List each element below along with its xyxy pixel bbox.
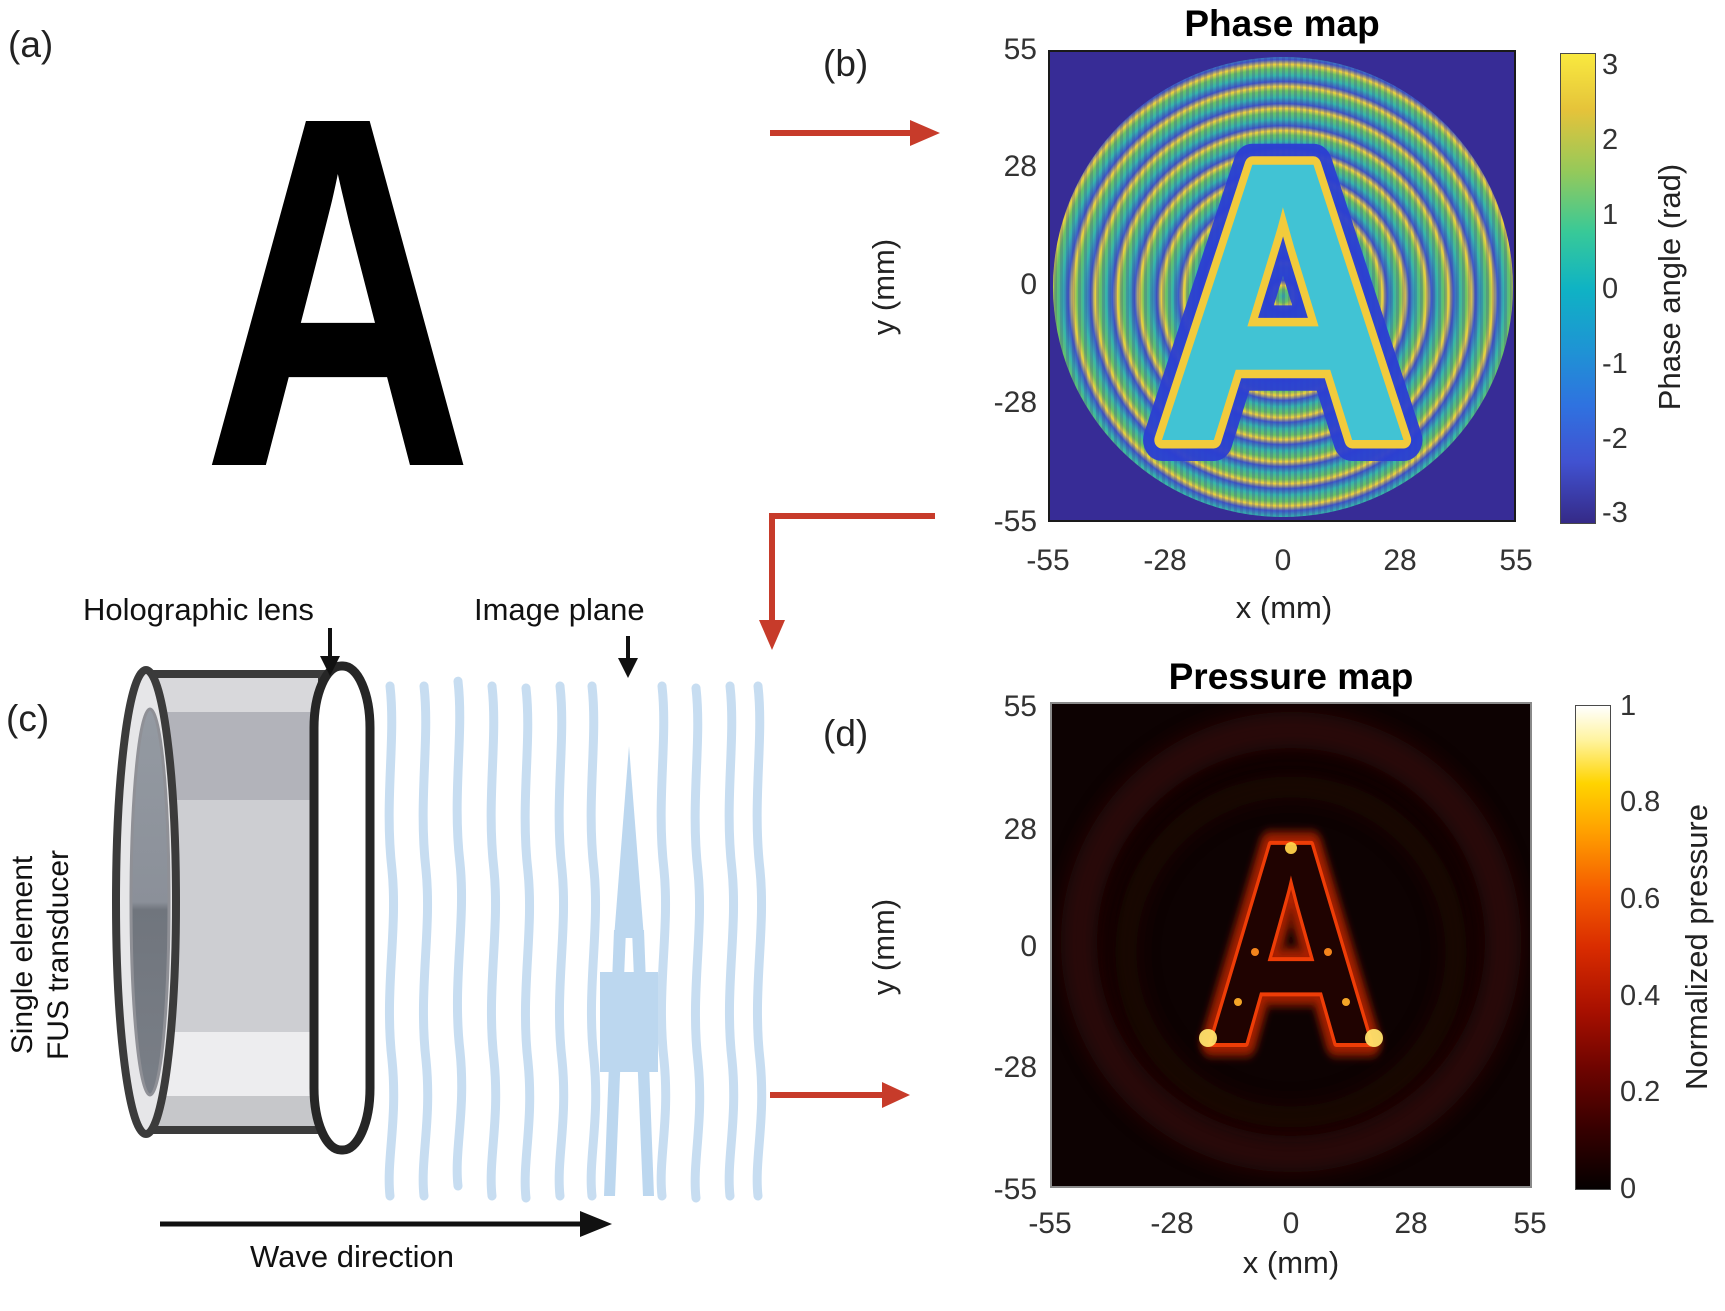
- pressure-colorbar: [1575, 705, 1611, 1190]
- pressure-axes-border: [1050, 702, 1532, 1188]
- phase-ytick: 28: [1003, 150, 1037, 183]
- phase-xtick: 0: [1274, 544, 1292, 577]
- wave-direction-label: Wave direction: [250, 1239, 454, 1274]
- svg-text:A: A: [1206, 783, 1377, 1105]
- panel-b-label: (b): [823, 43, 869, 84]
- pressure-map-xlabel: x (mm): [1242, 1245, 1340, 1280]
- panel-a-label: (a): [8, 24, 54, 65]
- image-plane-label: Image plane: [474, 592, 645, 627]
- pressure-map-title: Pressure map: [1168, 656, 1414, 697]
- phase-map-ylabel: y (mm): [866, 238, 901, 336]
- phase-cbtick: -3: [1602, 497, 1628, 529]
- pressure-xtick: 55: [1513, 1207, 1547, 1240]
- holographic-lens: [309, 661, 375, 1155]
- wave-direction-arrow: [160, 1211, 612, 1237]
- pressure-colorbar-label: Normalized pressure: [1679, 804, 1714, 1090]
- pressure-cbtick: 0.2: [1620, 1076, 1661, 1108]
- phase-ytick: -28: [993, 386, 1037, 419]
- svg-text:A: A: [1206, 783, 1377, 1105]
- holographic-lens-label: Holographic lens: [83, 592, 314, 627]
- pressure-ytick: -55: [993, 1173, 1037, 1206]
- phase-map-xlabel: x (mm): [1235, 590, 1333, 625]
- pressure-xtick: -28: [1150, 1207, 1194, 1240]
- phase-cbtick: 1: [1602, 199, 1619, 231]
- pressure-ytick: 55: [1003, 690, 1037, 723]
- pressure-xtick: 0: [1282, 1207, 1300, 1240]
- phase-xtick: 55: [1499, 544, 1533, 577]
- pressure-cbtick: 0.4: [1620, 980, 1661, 1012]
- pressure-cbtick: 1: [1620, 690, 1637, 722]
- pressure-letter-a: A A A: [1192, 769, 1390, 1118]
- phase-cbtick: -2: [1602, 423, 1628, 455]
- phase-xtick: -55: [1026, 544, 1070, 577]
- phase-cbtick: -1: [1602, 348, 1628, 380]
- target-letter-a: A: [202, 12, 474, 571]
- holographic-lens-arrow: [320, 628, 340, 676]
- svg-text:A: A: [1153, 78, 1413, 522]
- arrow-a-to-b: [770, 120, 940, 146]
- phase-cbtick: 2: [1602, 124, 1619, 156]
- phase-ytick: 55: [1003, 33, 1037, 66]
- phase-cbtick: 3: [1602, 49, 1619, 81]
- phase-map-title: Phase map: [1184, 3, 1380, 44]
- phase-ytick: -55: [993, 505, 1037, 538]
- panel-c-label: (c): [6, 698, 50, 739]
- pressure-ytick: -28: [993, 1051, 1037, 1084]
- diffraction-ring: [1061, 712, 1521, 1172]
- pressure-cbtick: 0.8: [1620, 786, 1661, 818]
- pressure-cbtick: 0: [1620, 1173, 1637, 1205]
- wavefronts: [389, 681, 762, 1198]
- panel-d-label: (d): [823, 713, 869, 754]
- transducer-inner-face: [129, 707, 171, 1097]
- phase-colorbar: [1560, 53, 1596, 524]
- phase-axes-border: [1048, 50, 1516, 522]
- pressure-hotspots: [1199, 842, 1383, 1047]
- phase-map-image: A A: [1048, 50, 1516, 522]
- fus-transducer: [112, 661, 375, 1155]
- svg-text:A: A: [1153, 78, 1413, 522]
- phase-xtick: 28: [1383, 544, 1417, 577]
- image-plane-letter-wave: [600, 746, 658, 1196]
- svg-text:A: A: [1206, 783, 1377, 1105]
- transducer-diagram: [112, 628, 800, 1237]
- phase-ytick: 0: [1020, 268, 1037, 301]
- pressure-map-ylabel: y (mm): [866, 898, 901, 996]
- phase-letter-a: A A: [1133, 58, 1433, 522]
- phase-cbtick: 0: [1602, 273, 1619, 305]
- image-plane-arrow: [618, 636, 638, 678]
- pressure-ytick: 28: [1003, 813, 1037, 846]
- pressure-ytick: 0: [1020, 930, 1037, 963]
- phase-xtick: -28: [1143, 544, 1187, 577]
- pressure-map-image: A A A: [1050, 702, 1532, 1188]
- pressure-xtick: -55: [1028, 1207, 1072, 1240]
- phase-colorbar-label: Phase angle (rad): [1652, 163, 1687, 411]
- pressure-xtick: 28: [1394, 1207, 1428, 1240]
- pressure-cbtick: 0.6: [1620, 883, 1661, 915]
